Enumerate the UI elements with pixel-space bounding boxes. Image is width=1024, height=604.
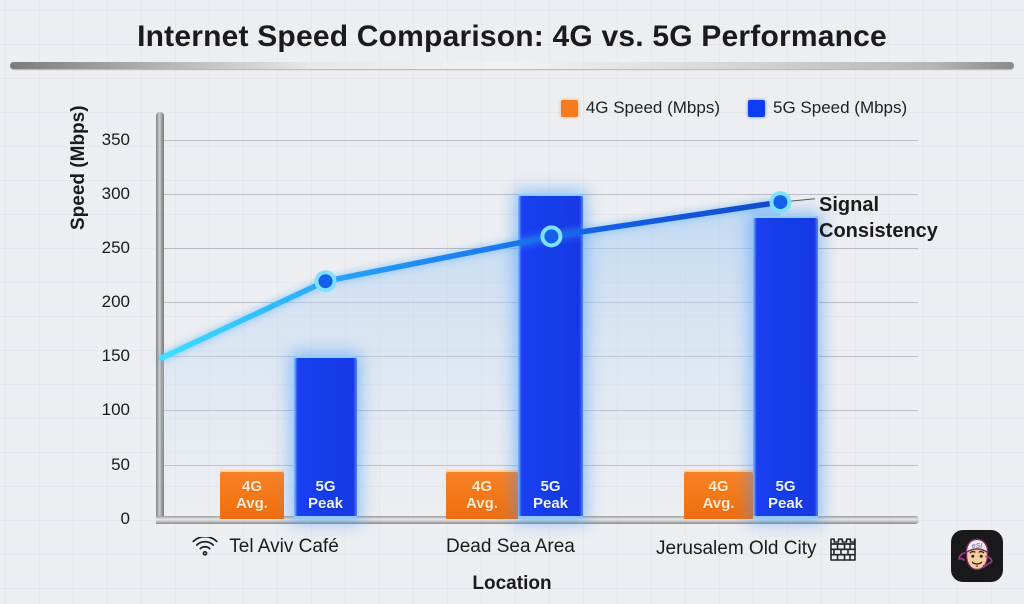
svg-text:eSI: eSI — [972, 543, 984, 550]
